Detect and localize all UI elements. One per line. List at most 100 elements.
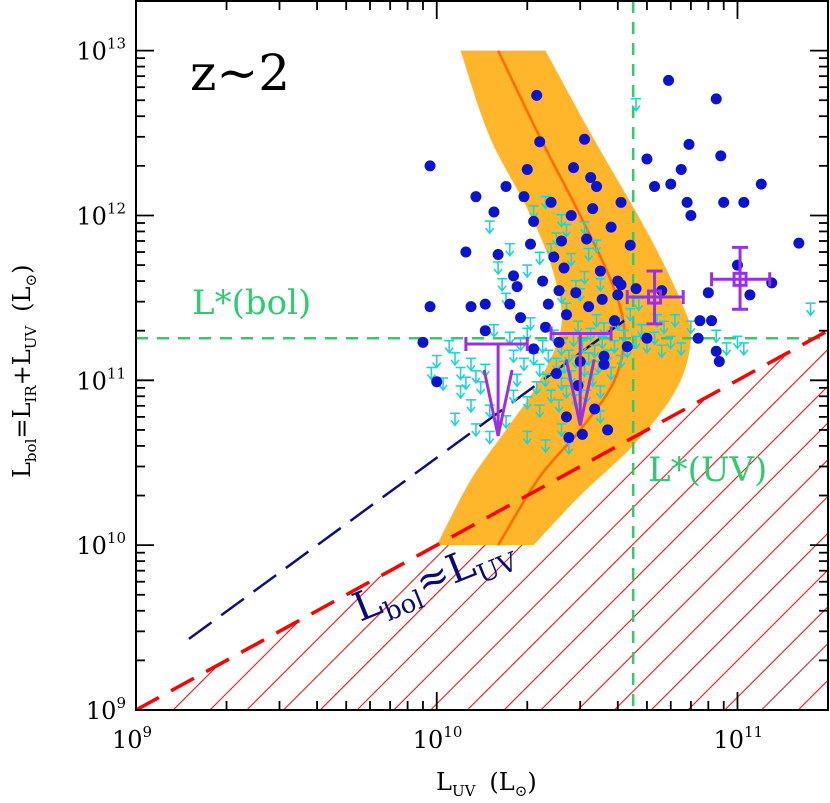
y-tick-label: 1011 [76,364,126,395]
x-axis-title-unit: (L [489,768,514,796]
upper-limit-arrow [591,239,602,254]
detection-point [460,246,472,258]
detection-point [793,237,805,249]
detection-point [553,285,565,297]
detection-point [521,164,533,176]
upper-limit-arrow [546,389,557,404]
detection-point [594,265,606,277]
upper-limit-arrow [543,349,554,364]
detection-point [504,298,516,310]
y-axis-title-part: bol [22,438,40,462]
detection-point [488,206,500,218]
upper-limit-arrow [522,396,533,411]
upper-limit-arrow [540,373,551,388]
x-axis-title-unit-sub: ⊙ [515,782,528,800]
detections-layer [417,74,805,443]
detection-point [558,262,570,274]
detection-point [560,309,572,321]
upper-limit-arrow [426,366,437,381]
y-tick-base: 10 [76,532,107,560]
upper-limit-arrow [531,381,542,396]
y-tick-exp: 9 [116,694,126,712]
detection-point [540,321,552,333]
upper-limit-arrow [534,251,545,266]
detection-point [591,180,603,192]
upper-limit-arrow [444,339,455,354]
detection-point [694,315,706,327]
upper-limit-arrow [504,331,515,346]
detection-point [531,89,543,101]
upper-limit-arrow [665,335,676,350]
x-tick-base: 10 [713,726,744,754]
stack-point [549,326,613,426]
detection-point [744,289,756,301]
detection-point [585,171,597,183]
upper-limit-arrow [656,344,667,359]
upper-limit-arrow [553,399,564,414]
detection-point [598,358,610,370]
detection-point [515,312,527,324]
detection-point [417,336,429,348]
upper-limit-arrow [466,399,477,414]
upper-limit-arrow [455,366,466,381]
upper-limit-arrow [649,331,660,346]
y-tick-exp: 10 [107,529,126,547]
y-axis-title-part: +L [8,349,36,385]
upper-limit-arrow [583,247,594,262]
y-axis-title-part: ) [8,265,36,274]
detection-point [560,411,572,423]
detection-point [685,209,697,221]
detection-point [630,283,642,295]
detection-point [431,376,443,388]
stacks-layer [464,245,772,437]
lbol-equals-luv-line [136,329,829,710]
detection-point [424,160,436,172]
detection-point [548,251,560,263]
upper-limit-arrow [518,357,529,372]
redshift-label: z~2 [190,44,290,102]
detection-point [465,301,477,313]
detection-point [602,424,614,436]
detection-point [587,203,599,215]
y-tick-label: 109 [86,694,126,725]
y-tick-label: 1012 [76,199,126,230]
y-tick-exp: 13 [107,35,126,53]
detection-point [710,345,722,357]
upper-limit-arrow [676,342,687,357]
detection-point [608,315,620,327]
detection-point [681,196,693,208]
upper-limit-arrow [540,439,551,454]
y-axis-title-part: =L [8,403,36,439]
y-axis-title-part: L [8,462,36,478]
upper-limit-arrow [522,430,533,445]
detection-point [568,162,580,174]
detection-point [713,356,725,368]
stack-point [710,245,772,311]
upper-limit-arrow [537,339,548,354]
upper-limit-arrow [508,349,519,364]
upper-limit-arrow [484,430,495,445]
y-axis-title: Lbol=LIR+LUV (L⊙) [8,265,40,478]
upper-limit-arrow [625,307,636,322]
detection-point [528,343,540,355]
upper-limit-arrow [563,349,574,364]
detection-point [675,164,687,176]
model-band [436,50,691,546]
detection-point [665,178,677,190]
upper-limit-arrow [431,354,442,369]
upper-limit-arrow [636,323,647,338]
detection-point [550,367,562,379]
y-tick-label: 1013 [76,35,126,66]
y-tick-label: 1010 [76,529,126,560]
detection-point [470,191,482,203]
detection-point [641,153,653,165]
upper-limit-arrow [597,335,608,350]
detection-point [500,180,512,192]
detection-point [621,341,633,353]
upper-limit-arrow [595,277,606,293]
x-axis-title: LUV (L⊙) [436,768,537,800]
upper-limit-arrow [493,261,504,276]
detection-point [553,336,565,348]
